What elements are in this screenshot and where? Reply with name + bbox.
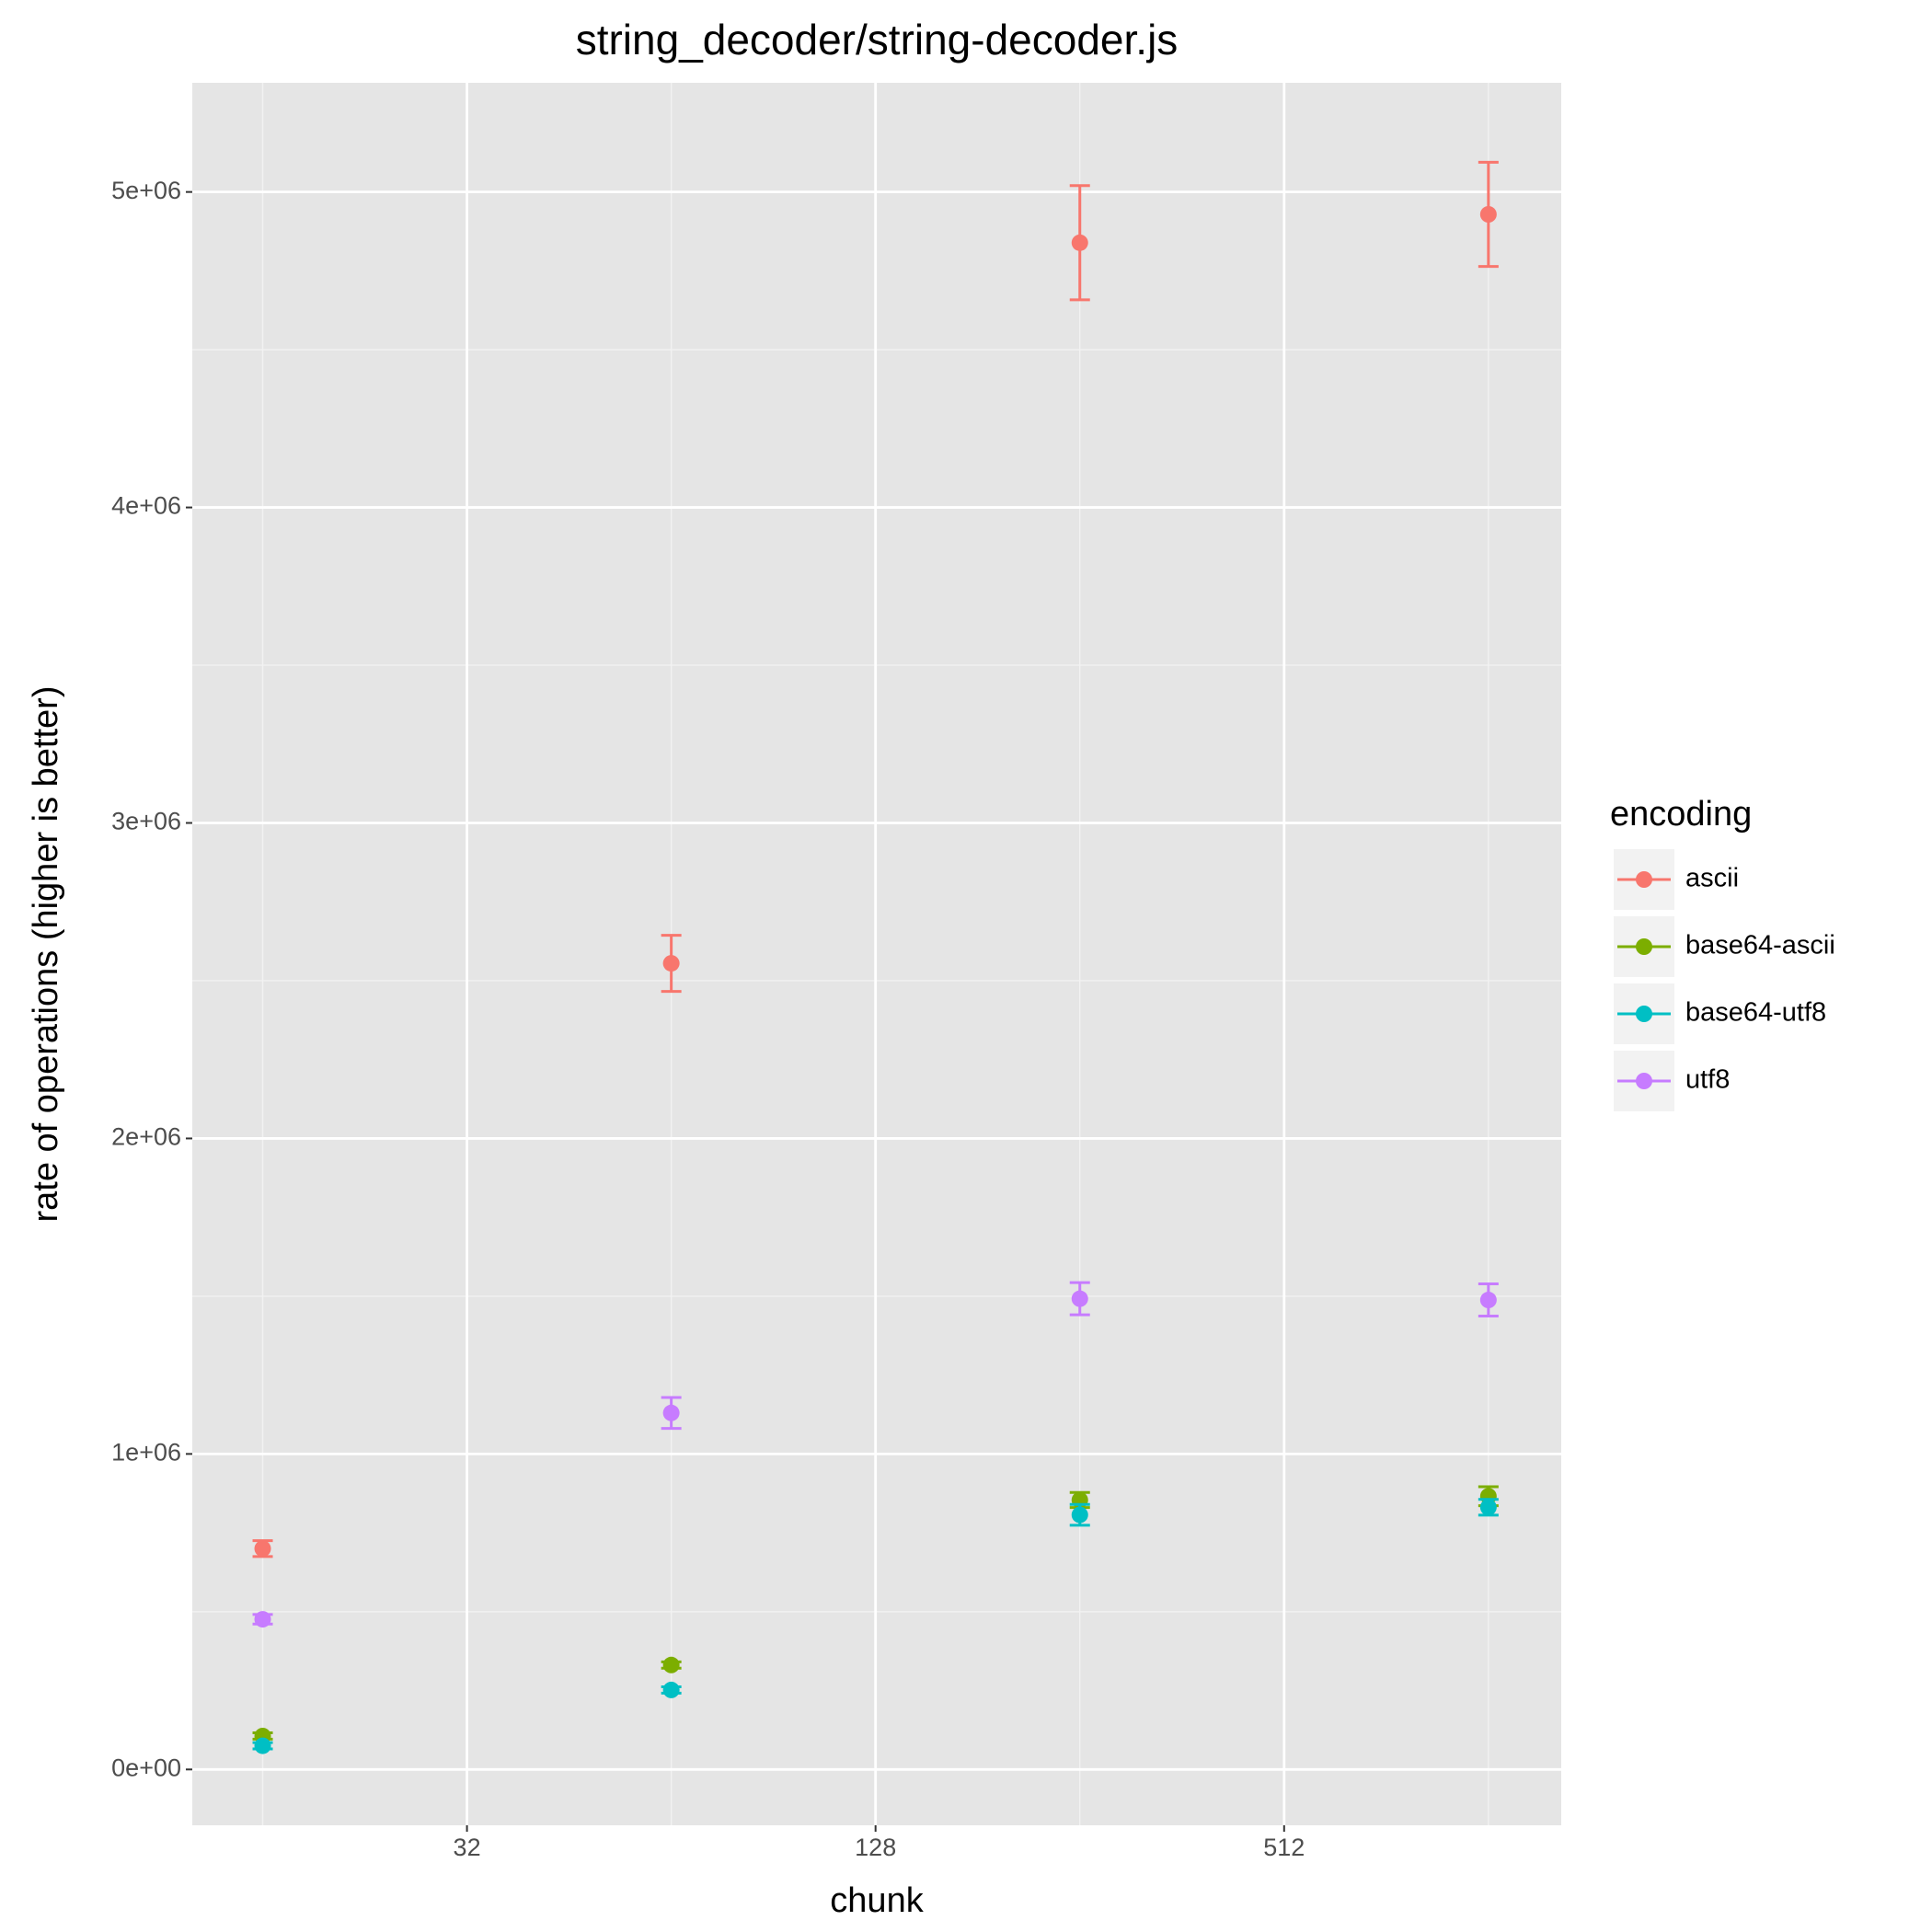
legend-point	[1636, 938, 1652, 955]
y-tick-label: 3e+06	[111, 808, 181, 835]
legend-title: encoding	[1610, 795, 1752, 834]
legend-label: base64-utf8	[1685, 998, 1826, 1028]
y-tick-label: 0e+00	[111, 1754, 181, 1781]
point	[1479, 1499, 1497, 1516]
legend-label: utf8	[1685, 1065, 1730, 1095]
x-axis-label: chunk	[830, 1881, 924, 1920]
y-tick-label: 2e+06	[111, 1123, 181, 1151]
point	[254, 1737, 271, 1754]
point	[1071, 1506, 1088, 1524]
x-tick-label: 128	[855, 1834, 896, 1861]
point	[1071, 1290, 1088, 1307]
legend-label: ascii	[1685, 864, 1739, 893]
legend-point	[1636, 1073, 1652, 1089]
point	[662, 1404, 680, 1421]
point	[254, 1611, 271, 1628]
x-tick-label: 32	[454, 1834, 481, 1861]
point	[662, 955, 680, 972]
y-tick-label: 1e+06	[111, 1438, 181, 1466]
point	[1479, 206, 1497, 224]
point	[1071, 234, 1088, 251]
x-tick-label: 512	[1263, 1834, 1305, 1861]
point	[254, 1540, 271, 1558]
point	[662, 1656, 680, 1673]
point	[1479, 1292, 1497, 1309]
legend-point	[1636, 1006, 1652, 1022]
y-axis-label: rate of operations (higher is better)	[27, 686, 65, 1223]
chart-title: string_decoder/string-decoder.js	[576, 16, 1179, 63]
legend-point	[1636, 871, 1652, 888]
point	[662, 1681, 680, 1698]
y-tick-label: 5e+06	[111, 177, 181, 204]
legend-label: base64-ascii	[1685, 931, 1835, 960]
y-tick-label: 4e+06	[111, 492, 181, 520]
